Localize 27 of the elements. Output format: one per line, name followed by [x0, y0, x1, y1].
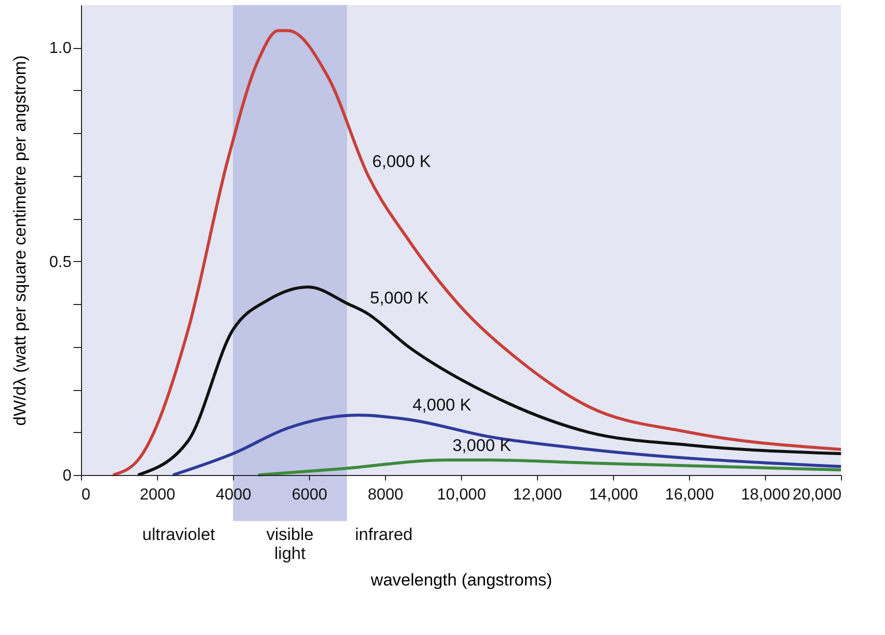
series-label: 3,000 K [452, 436, 512, 456]
x-tick-label: 18,000 [741, 486, 790, 504]
series-label: 4,000 K [412, 395, 472, 414]
y-tick-label: 0.5 [49, 254, 72, 271]
x-tick-label: 6000 [292, 486, 328, 504]
line-series [112, 29, 842, 476]
x-tick-label: 2000 [140, 486, 176, 504]
line-series [136, 286, 842, 476]
x-tick-label: 0 [82, 486, 90, 504]
y-axis-title: dW/dλ (watt per square centimetre per angstrom) [10, 55, 30, 426]
x-axis-title: wavelength (angstroms) [370, 570, 552, 590]
series-label: 5,000 K [370, 288, 430, 308]
line-series [256, 458, 842, 476]
series-label: 6,000 K [372, 152, 432, 171]
x-tick-label: 12,000 [513, 486, 562, 504]
text: ultraviolet [142, 525, 216, 544]
x-tick-label: 4000 [216, 486, 252, 504]
x-tick-label: 16,000 [665, 486, 714, 504]
x-tick-label: 10,000 [437, 486, 486, 504]
x-tick-label: 20,000 [792, 486, 842, 504]
x-tick-label: 8000 [368, 486, 404, 504]
y-tick-label: 0 [62, 468, 72, 484]
band-label: visible light [266, 525, 314, 563]
line-series [171, 414, 842, 476]
y-tick-label: 1.0 [49, 40, 72, 58]
x-tick-label: 14,000 [589, 486, 638, 504]
text: infrared [355, 525, 413, 544]
